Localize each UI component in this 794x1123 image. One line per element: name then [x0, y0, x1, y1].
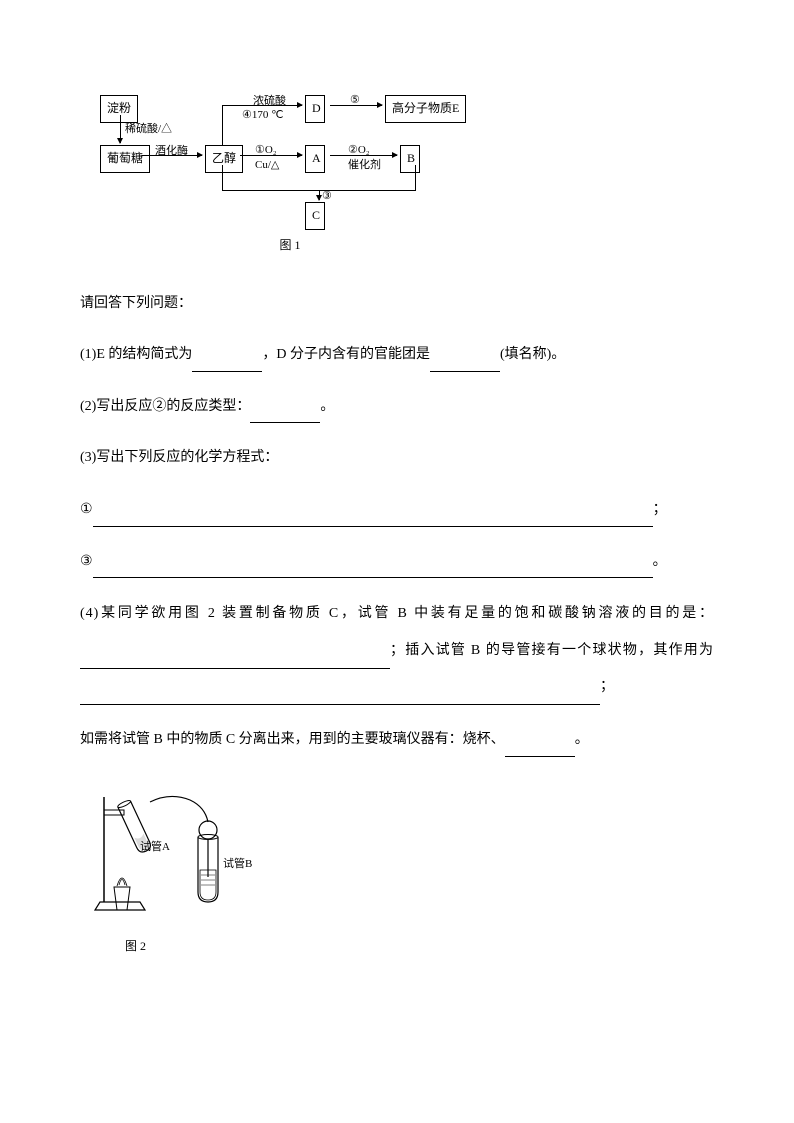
question-3: (3)写出下列反应的化学方程式： — [80, 441, 714, 475]
label-cu-delta: Cu/△ — [255, 156, 279, 176]
blank-q2 — [250, 405, 320, 423]
q1-mid: ，D 分子内含有的官能团是 — [262, 347, 430, 362]
diagram-1-container: 淀粉 葡萄糖 乙醇 A B C D 高分子物质E 稀硫酸/△ 酒化酶 浓硫酸 ④… — [100, 90, 714, 257]
arrow-starch-glucose — [120, 115, 121, 143]
q4-last-end: 。 — [575, 732, 589, 747]
line-ethanol-up — [222, 105, 223, 145]
blank-q4-1 — [80, 651, 390, 669]
box-polymer: 高分子物质E — [385, 95, 466, 123]
label-five: ⑤ — [350, 91, 360, 111]
q3-3-num: ③ — [80, 545, 93, 579]
q3-1-end: ； — [653, 502, 667, 517]
label-tube-b: 试管B — [223, 856, 252, 870]
q2-suffix: 。 — [320, 399, 334, 414]
q4-line3-end: ； — [600, 679, 615, 694]
label-enzyme: 酒化酶 — [155, 142, 188, 162]
diagram-2-container: 试管A 试管B 图 2 — [90, 782, 714, 958]
label-dilute-acid: 稀硫酸/△ — [125, 120, 172, 140]
box-starch: 淀粉 — [100, 95, 138, 123]
label-three: ③ — [322, 187, 332, 207]
line-b-down — [415, 165, 416, 190]
label-tube-a: 试管A — [140, 839, 170, 853]
diagram-1-caption: 图 1 — [100, 235, 480, 257]
q1-prefix: (1)E 的结构简式为 — [80, 347, 192, 362]
blank-q3-1 — [93, 509, 653, 527]
blank-q4-2 — [80, 687, 600, 705]
box-glucose: 葡萄糖 — [100, 145, 150, 173]
q4-last: 如需将试管 B 中的物质 C 分离出来，用到的主要玻璃仪器有：烧杯、 — [80, 732, 505, 747]
blank-q4-3 — [505, 739, 575, 757]
reaction-flowchart: 淀粉 葡萄糖 乙醇 A B C D 高分子物质E 稀硫酸/△ 酒化酶 浓硫酸 ④… — [100, 90, 480, 230]
question-2: (2)写出反应②的反应类型： 。 — [80, 390, 714, 424]
label-catalyst: 催化剂 — [348, 156, 381, 176]
box-b: B — [400, 145, 420, 173]
q1-suffix: (填名称)。 — [500, 347, 565, 362]
question-4: (4)某同学欲用图 2 装置制备物质 C，试管 B 中装有足量的饱和碳酸钠溶液的… — [80, 596, 714, 705]
question-3-3: ③。 — [80, 545, 714, 579]
q2-prefix: (2)写出反应②的反应类型： — [80, 399, 250, 414]
question-1: (1)E 的结构简式为 ，D 分子内含有的官能团是 (填名称)。 — [80, 338, 714, 372]
apparatus-diagram: 试管A 试管B — [90, 782, 270, 922]
q3-3-end: 。 — [653, 554, 667, 569]
q4-line1: (4)某同学欲用图 2 装置制备物质 C，试管 B 中装有足量的饱和碳酸钠溶液的… — [80, 606, 714, 621]
blank-q1-1 — [192, 354, 262, 372]
line-ethanol-up-h — [222, 105, 240, 106]
arrow-to-c — [319, 190, 320, 200]
q3-1-num: ① — [80, 493, 93, 527]
label-temp: ④170 ℃ — [242, 106, 283, 126]
box-a: A — [305, 145, 325, 173]
intro-text: 请回答下列问题： — [80, 287, 714, 321]
box-ethanol: 乙醇 — [205, 145, 243, 173]
line-ethanol-down — [222, 165, 223, 190]
question-3-1: ①； — [80, 493, 714, 527]
blank-q1-2 — [430, 354, 500, 372]
q4-line2: ；插入试管 B 的导管接有一个球状物，其作用为 — [390, 643, 714, 658]
blank-q3-3 — [93, 560, 653, 578]
diagram-2-caption: 图 2 — [125, 936, 265, 958]
question-4-last: 如需将试管 B 中的物质 C 分离出来，用到的主要玻璃仪器有：烧杯、 。 — [80, 723, 714, 757]
box-d: D — [305, 95, 325, 123]
